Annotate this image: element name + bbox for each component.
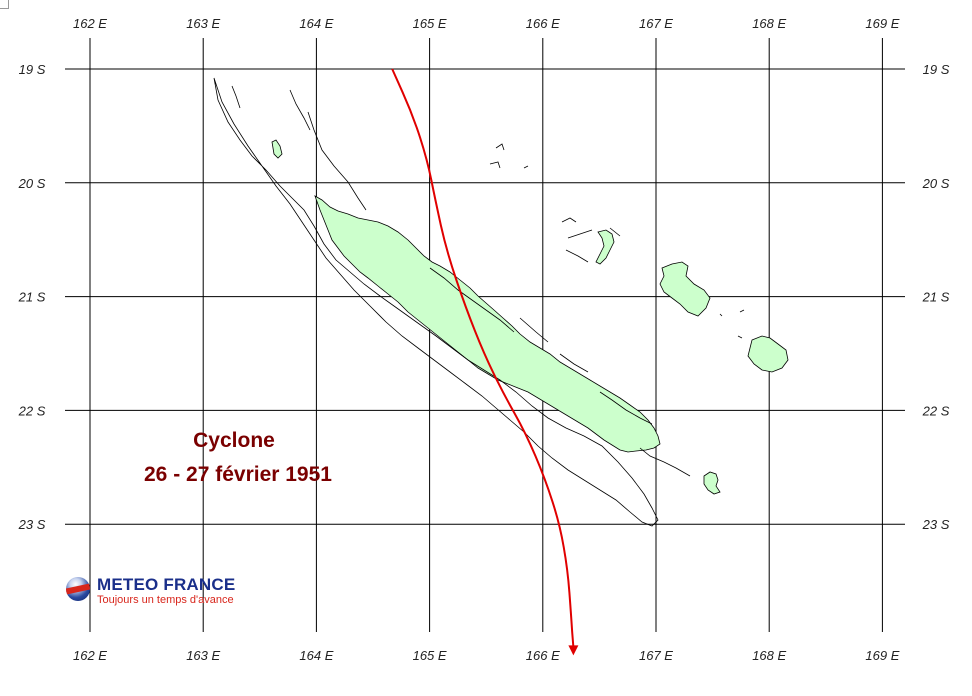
latitude-label: 22 S <box>922 403 950 418</box>
reef-north <box>231 85 367 211</box>
latitude-label: 22 S <box>18 403 46 418</box>
latitude-label: 21 S <box>18 290 46 305</box>
latitude-label: 23 S <box>18 517 46 532</box>
longitude-label: 165 E <box>413 16 447 31</box>
longitude-label: 167 E <box>639 16 673 31</box>
longitude-label: 162 E <box>73 648 107 663</box>
grande-terre-island <box>314 195 661 453</box>
longitude-label: 166 E <box>526 648 560 663</box>
latitude-labels-right: 19 S 20 S 21 S 22 S 23 S <box>922 62 950 532</box>
longitude-label: 168 E <box>752 16 786 31</box>
longitude-label: 169 E <box>865 648 899 663</box>
ouvea-island <box>595 229 615 265</box>
latitude-label: 20 S <box>18 176 46 191</box>
logo-name: METEO FRANCE <box>97 575 236 594</box>
reef-lines <box>213 77 745 527</box>
longitude-label: 167 E <box>639 648 673 663</box>
graticule <box>65 38 905 632</box>
reef-east <box>429 267 691 477</box>
cyclone-track-arrowhead <box>568 645 579 656</box>
latitude-label: 19 S <box>19 62 46 77</box>
mare-island <box>747 335 789 373</box>
longitude-label: 163 E <box>186 16 220 31</box>
latitude-label: 19 S <box>923 62 950 77</box>
cyclone-track-line <box>391 68 575 648</box>
belep-island <box>271 139 283 159</box>
map-title-line2: 26 - 27 février 1951 <box>144 463 332 486</box>
logo-slogan: Toujours un temps d'avance <box>97 594 234 606</box>
longitude-label: 164 E <box>299 648 333 663</box>
reef-beautemps <box>489 143 529 169</box>
latitude-label: 23 S <box>922 517 950 532</box>
longitude-label: 164 E <box>299 16 333 31</box>
meteo-france-globe-icon <box>66 577 90 601</box>
longitude-label: 163 E <box>186 648 220 663</box>
latitude-label: 20 S <box>922 176 950 191</box>
longitude-labels-bottom: 162 E 163 E 164 E 165 E 166 E 167 E 168 E 169 E <box>73 648 900 663</box>
longitude-label: 169 E <box>865 16 899 31</box>
cyclone-track <box>391 68 579 656</box>
meteo-france-logo: METEO FRANCE Toujours un temps d'avance <box>66 575 256 609</box>
reef-loyalty-ouvea <box>561 217 621 263</box>
longitude-label: 165 E <box>413 648 447 663</box>
lifou-island <box>659 261 711 317</box>
reef-west <box>213 77 659 527</box>
window-corner <box>0 0 9 9</box>
longitude-label: 162 E <box>73 16 107 31</box>
reef-walpole <box>719 309 745 339</box>
longitude-label: 166 E <box>526 16 560 31</box>
latitude-labels-left: 19 S 20 S 21 S 22 S 23 S <box>18 62 46 532</box>
land-layer <box>271 139 789 495</box>
longitude-label: 168 E <box>752 648 786 663</box>
latitude-label: 21 S <box>922 290 950 305</box>
ile-des-pins-island <box>703 471 721 495</box>
longitude-labels-top: 162 E 163 E 164 E 165 E 166 E 167 E 168 E 169 E <box>73 16 900 31</box>
map-title-line1: Cyclone <box>193 429 275 452</box>
